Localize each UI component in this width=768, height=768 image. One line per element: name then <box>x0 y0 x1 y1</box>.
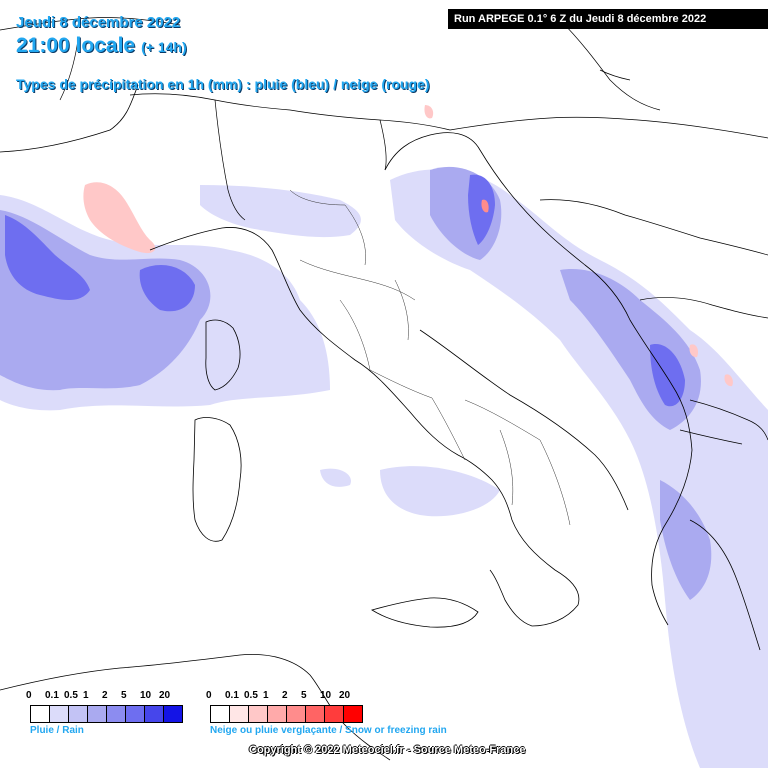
snow-legend-swatches <box>210 705 447 723</box>
snow-legend-swatch <box>343 705 363 723</box>
rain-legend-swatch <box>163 705 183 723</box>
rain-legend-ticks: 0 0.1 0.5 1 2 5 10 20 <box>26 690 182 704</box>
copyright-text: Copyright © 2022 Meteociel.fr - Source M… <box>249 744 526 756</box>
region-border-layer <box>289 189 571 526</box>
snow-legend-swatch <box>267 705 287 723</box>
forecast-offset: (+ 14h) <box>141 39 187 55</box>
snow-moderate-layer <box>481 199 489 213</box>
rain-legend-swatch <box>106 705 126 723</box>
forecast-time-label: 21:00 locale <box>16 34 136 57</box>
snow-legend-swatch <box>286 705 306 723</box>
rain-heavy-layer <box>5 174 685 407</box>
rain-legend-tick: 5 <box>121 690 127 701</box>
snow-legend-tick: 0.1 <box>225 690 239 701</box>
rain-legend-swatch <box>68 705 88 723</box>
snow-legend-swatch <box>210 705 230 723</box>
border-layer <box>0 17 768 445</box>
rain-legend-tick: 10 <box>140 690 152 701</box>
rain-legend-tick: 0.1 <box>45 690 59 701</box>
rain-legend-label: Pluie / Rain <box>30 725 84 736</box>
rain-legend: 0 0.1 0.5 1 2 5 10 20 Pluie / Rain <box>26 690 183 736</box>
snow-legend-ticks: 0 0.1 0.5 1 2 5 10 20 <box>206 690 447 704</box>
snow-legend-tick: 20 <box>339 690 351 701</box>
snow-legend-tick: 1 <box>263 690 269 701</box>
snow-area-layer <box>83 105 733 387</box>
snow-legend-swatch <box>248 705 268 723</box>
snow-legend-label: Neige ou pluie verglaçante / Snow or fre… <box>210 725 447 736</box>
rain-legend-tick: 0.5 <box>64 690 78 701</box>
snow-legend-tick: 5 <box>301 690 307 701</box>
snow-legend-tick: 2 <box>282 690 288 701</box>
rain-legend-tick: 0 <box>26 690 32 701</box>
forecast-date: Jeudi 8 décembre 2022 <box>16 14 181 31</box>
snow-legend-tick: 0 <box>206 690 212 701</box>
forecast-time: 21:00 locale (+ 14h) <box>16 34 187 58</box>
snow-legend-tick: 10 <box>320 690 332 701</box>
rain-legend-swatch <box>125 705 145 723</box>
coastline-layer <box>0 84 761 761</box>
snow-legend-swatch <box>305 705 325 723</box>
rain-legend-swatch <box>49 705 69 723</box>
snow-legend-swatch <box>229 705 249 723</box>
snow-legend-swatch <box>324 705 344 723</box>
run-label: Run ARPEGE 0.1° 6 Z du Jeudi 8 décembre … <box>448 9 768 29</box>
snow-legend-tick: 0.5 <box>244 690 258 701</box>
map-subtitle: Types de précipitation en 1h (mm) : plui… <box>16 76 430 92</box>
rain-legend-tick: 2 <box>102 690 108 701</box>
rain-legend-tick: 1 <box>83 690 89 701</box>
rain-legend-swatch <box>87 705 107 723</box>
rain-legend-swatch <box>144 705 164 723</box>
rain-legend-tick: 20 <box>159 690 171 701</box>
rain-legend-swatches <box>30 705 183 723</box>
snow-legend: 0 0.1 0.5 1 2 5 10 20 Neige ou pluie verglaçant… <box>206 690 447 736</box>
rain-legend-swatch <box>30 705 50 723</box>
